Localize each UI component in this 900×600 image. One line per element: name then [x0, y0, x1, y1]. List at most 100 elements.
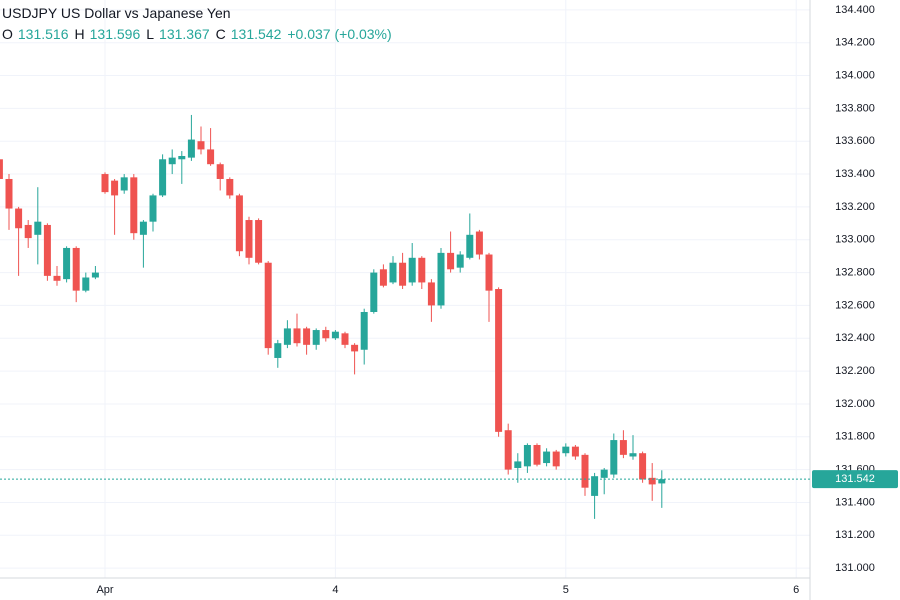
candle-body — [24, 224, 32, 239]
x-tick-label: 5 — [563, 584, 569, 596]
candle-body — [235, 195, 243, 252]
last-price-tag — [812, 470, 898, 489]
candle-body — [648, 477, 656, 485]
y-tick-label: 131.200 — [835, 529, 875, 541]
y-tick-label: 133.800 — [835, 102, 875, 114]
y-tick-label: 132.800 — [835, 266, 875, 278]
y-tick-label: 134.000 — [835, 69, 875, 81]
legend-value: 131.367 — [159, 26, 210, 42]
candle-body — [5, 178, 13, 209]
y-tick-label: 132.400 — [835, 332, 875, 344]
candle-body — [216, 164, 224, 179]
candle-body — [610, 440, 618, 475]
candle-body — [379, 269, 387, 286]
candle-body — [264, 262, 272, 349]
candle-body — [82, 277, 90, 291]
candle-body — [72, 247, 80, 291]
legend-key: H — [74, 26, 85, 42]
candle-body — [159, 159, 167, 196]
y-tick-label: 131.000 — [835, 562, 875, 574]
candle-body — [351, 344, 359, 352]
candle-body — [533, 444, 541, 465]
legend-value: 131.516 — [17, 26, 69, 42]
candle-body — [360, 311, 368, 350]
candle-body — [53, 275, 61, 281]
candle-body — [437, 252, 445, 306]
candle-body — [91, 272, 99, 278]
candle-body — [571, 446, 579, 457]
y-tick-label: 133.000 — [835, 234, 875, 246]
x-tick-label: 6 — [793, 584, 799, 596]
y-tick-label: 134.200 — [835, 37, 875, 49]
candle-body — [562, 446, 570, 454]
y-tick-label: 132.600 — [835, 299, 875, 311]
candle-body — [485, 254, 493, 291]
candle-body — [63, 247, 71, 280]
candle-body — [591, 476, 599, 496]
candle-body — [178, 155, 186, 160]
candle-body — [639, 453, 647, 480]
last-price-label: 131.542 — [835, 473, 875, 485]
candle-body — [0, 159, 3, 179]
candle-body — [293, 328, 301, 344]
y-tick-label: 133.600 — [835, 135, 875, 147]
candle-body — [581, 454, 589, 488]
candle-body — [283, 328, 291, 345]
y-tick-label: 131.400 — [835, 496, 875, 508]
candle-body — [197, 141, 205, 150]
y-tick-label: 132.200 — [835, 365, 875, 377]
legend-key: O — [2, 26, 13, 42]
x-tick-label: 4 — [332, 584, 338, 596]
candle-body — [34, 221, 42, 235]
candle-body — [322, 330, 330, 339]
candle-body — [187, 139, 195, 158]
candle-body — [427, 282, 435, 306]
candle-body — [504, 430, 512, 470]
legend-key: L — [146, 26, 155, 42]
candle-body — [619, 440, 627, 455]
y-tick-label: 132.000 — [835, 398, 875, 410]
candle-body — [101, 174, 109, 193]
plot-area — [0, 114, 666, 519]
candle-body — [600, 469, 608, 478]
chart-title: USDJPY US Dollar vs Japanese Yen — [2, 5, 231, 21]
candle-body — [341, 333, 349, 345]
legend-value: 131.542 — [230, 26, 282, 42]
y-tick-label: 131.800 — [835, 431, 875, 443]
candle-body — [389, 262, 397, 283]
candle-body — [168, 157, 176, 165]
candle-body — [139, 221, 147, 235]
x-tick-label: Apr — [96, 584, 113, 596]
candle-body — [303, 328, 311, 345]
y-tick-label: 133.200 — [835, 201, 875, 213]
legend-key: C — [215, 26, 226, 42]
candle-body — [399, 262, 407, 286]
y-tick-label: 133.400 — [835, 168, 875, 180]
candle-body — [495, 289, 503, 432]
candle-body — [43, 224, 51, 276]
candle-body — [552, 451, 560, 467]
candle-body — [523, 444, 531, 467]
candle-body — [130, 177, 138, 234]
candle-body — [514, 461, 522, 468]
candle-body — [658, 479, 666, 484]
candle-body — [370, 272, 378, 312]
candle-body — [120, 177, 128, 191]
candle-body — [629, 453, 637, 457]
candle-body — [274, 343, 282, 358]
candle-body — [456, 254, 464, 268]
y-tick-label: 134.400 — [835, 4, 875, 16]
candle-body — [312, 330, 320, 345]
candle-body — [543, 451, 551, 464]
candle-body — [408, 257, 416, 283]
candle-body — [331, 331, 339, 339]
candle-body — [466, 234, 474, 258]
header: USDJPY US Dollar vs Japanese Yen O 131.51… — [2, 3, 398, 45]
candle-body — [255, 220, 263, 263]
candle-body — [15, 208, 23, 229]
ohlc-legend: O 131.516 H 131.596 L 131.367 C 131.542 +0.037 (… — [2, 24, 398, 45]
candle-body — [111, 180, 119, 196]
candle-body — [447, 252, 455, 270]
